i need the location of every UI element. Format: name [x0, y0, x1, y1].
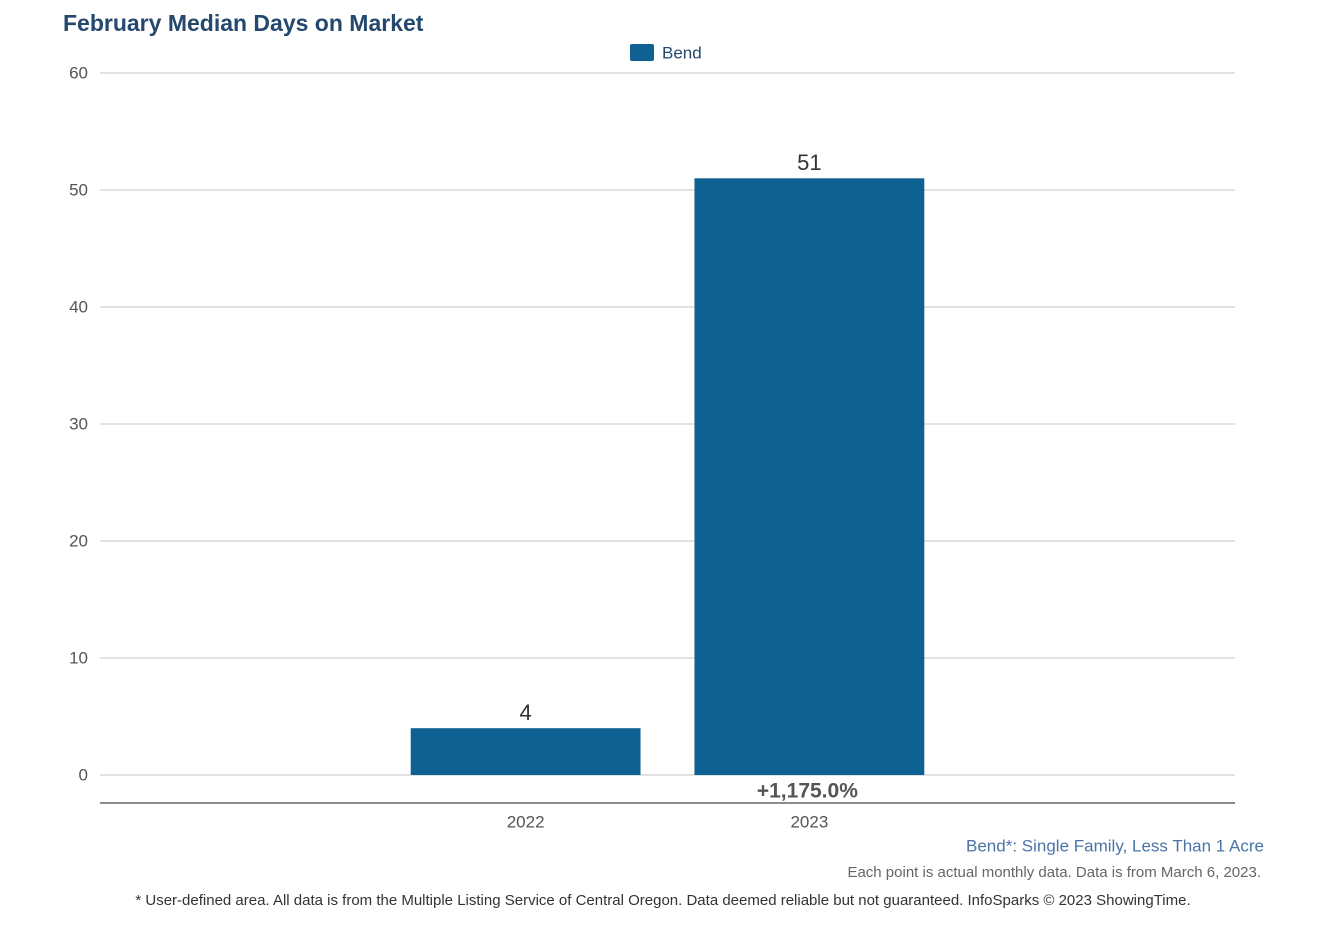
legend-label: Bend: [662, 43, 702, 62]
y-tick-label: 50: [69, 180, 88, 199]
change-label: +1,175.0%: [757, 780, 858, 803]
x-tick-label: 2023: [790, 812, 828, 831]
chart-title: February Median Days on Market: [63, 10, 424, 36]
legend-swatch: [630, 44, 654, 61]
y-tick-label: 10: [69, 648, 88, 667]
y-tick-label: 40: [69, 297, 88, 316]
area-note: Bend*: Single Family, Less Than 1 Acre: [966, 836, 1264, 855]
value-label: 51: [797, 150, 821, 175]
y-tick-label: 60: [69, 63, 88, 82]
y-tick-label: 20: [69, 531, 88, 550]
x-tick-label: 2022: [507, 812, 545, 831]
footnote: * User-defined area. All data is from th…: [135, 892, 1190, 909]
y-tick-label: 30: [69, 414, 88, 433]
bar: [410, 728, 641, 775]
data-note: Each point is actual monthly data. Data …: [847, 864, 1261, 881]
value-label: 4: [520, 700, 532, 725]
bar: [694, 178, 925, 776]
y-tick-label: 0: [79, 765, 88, 784]
